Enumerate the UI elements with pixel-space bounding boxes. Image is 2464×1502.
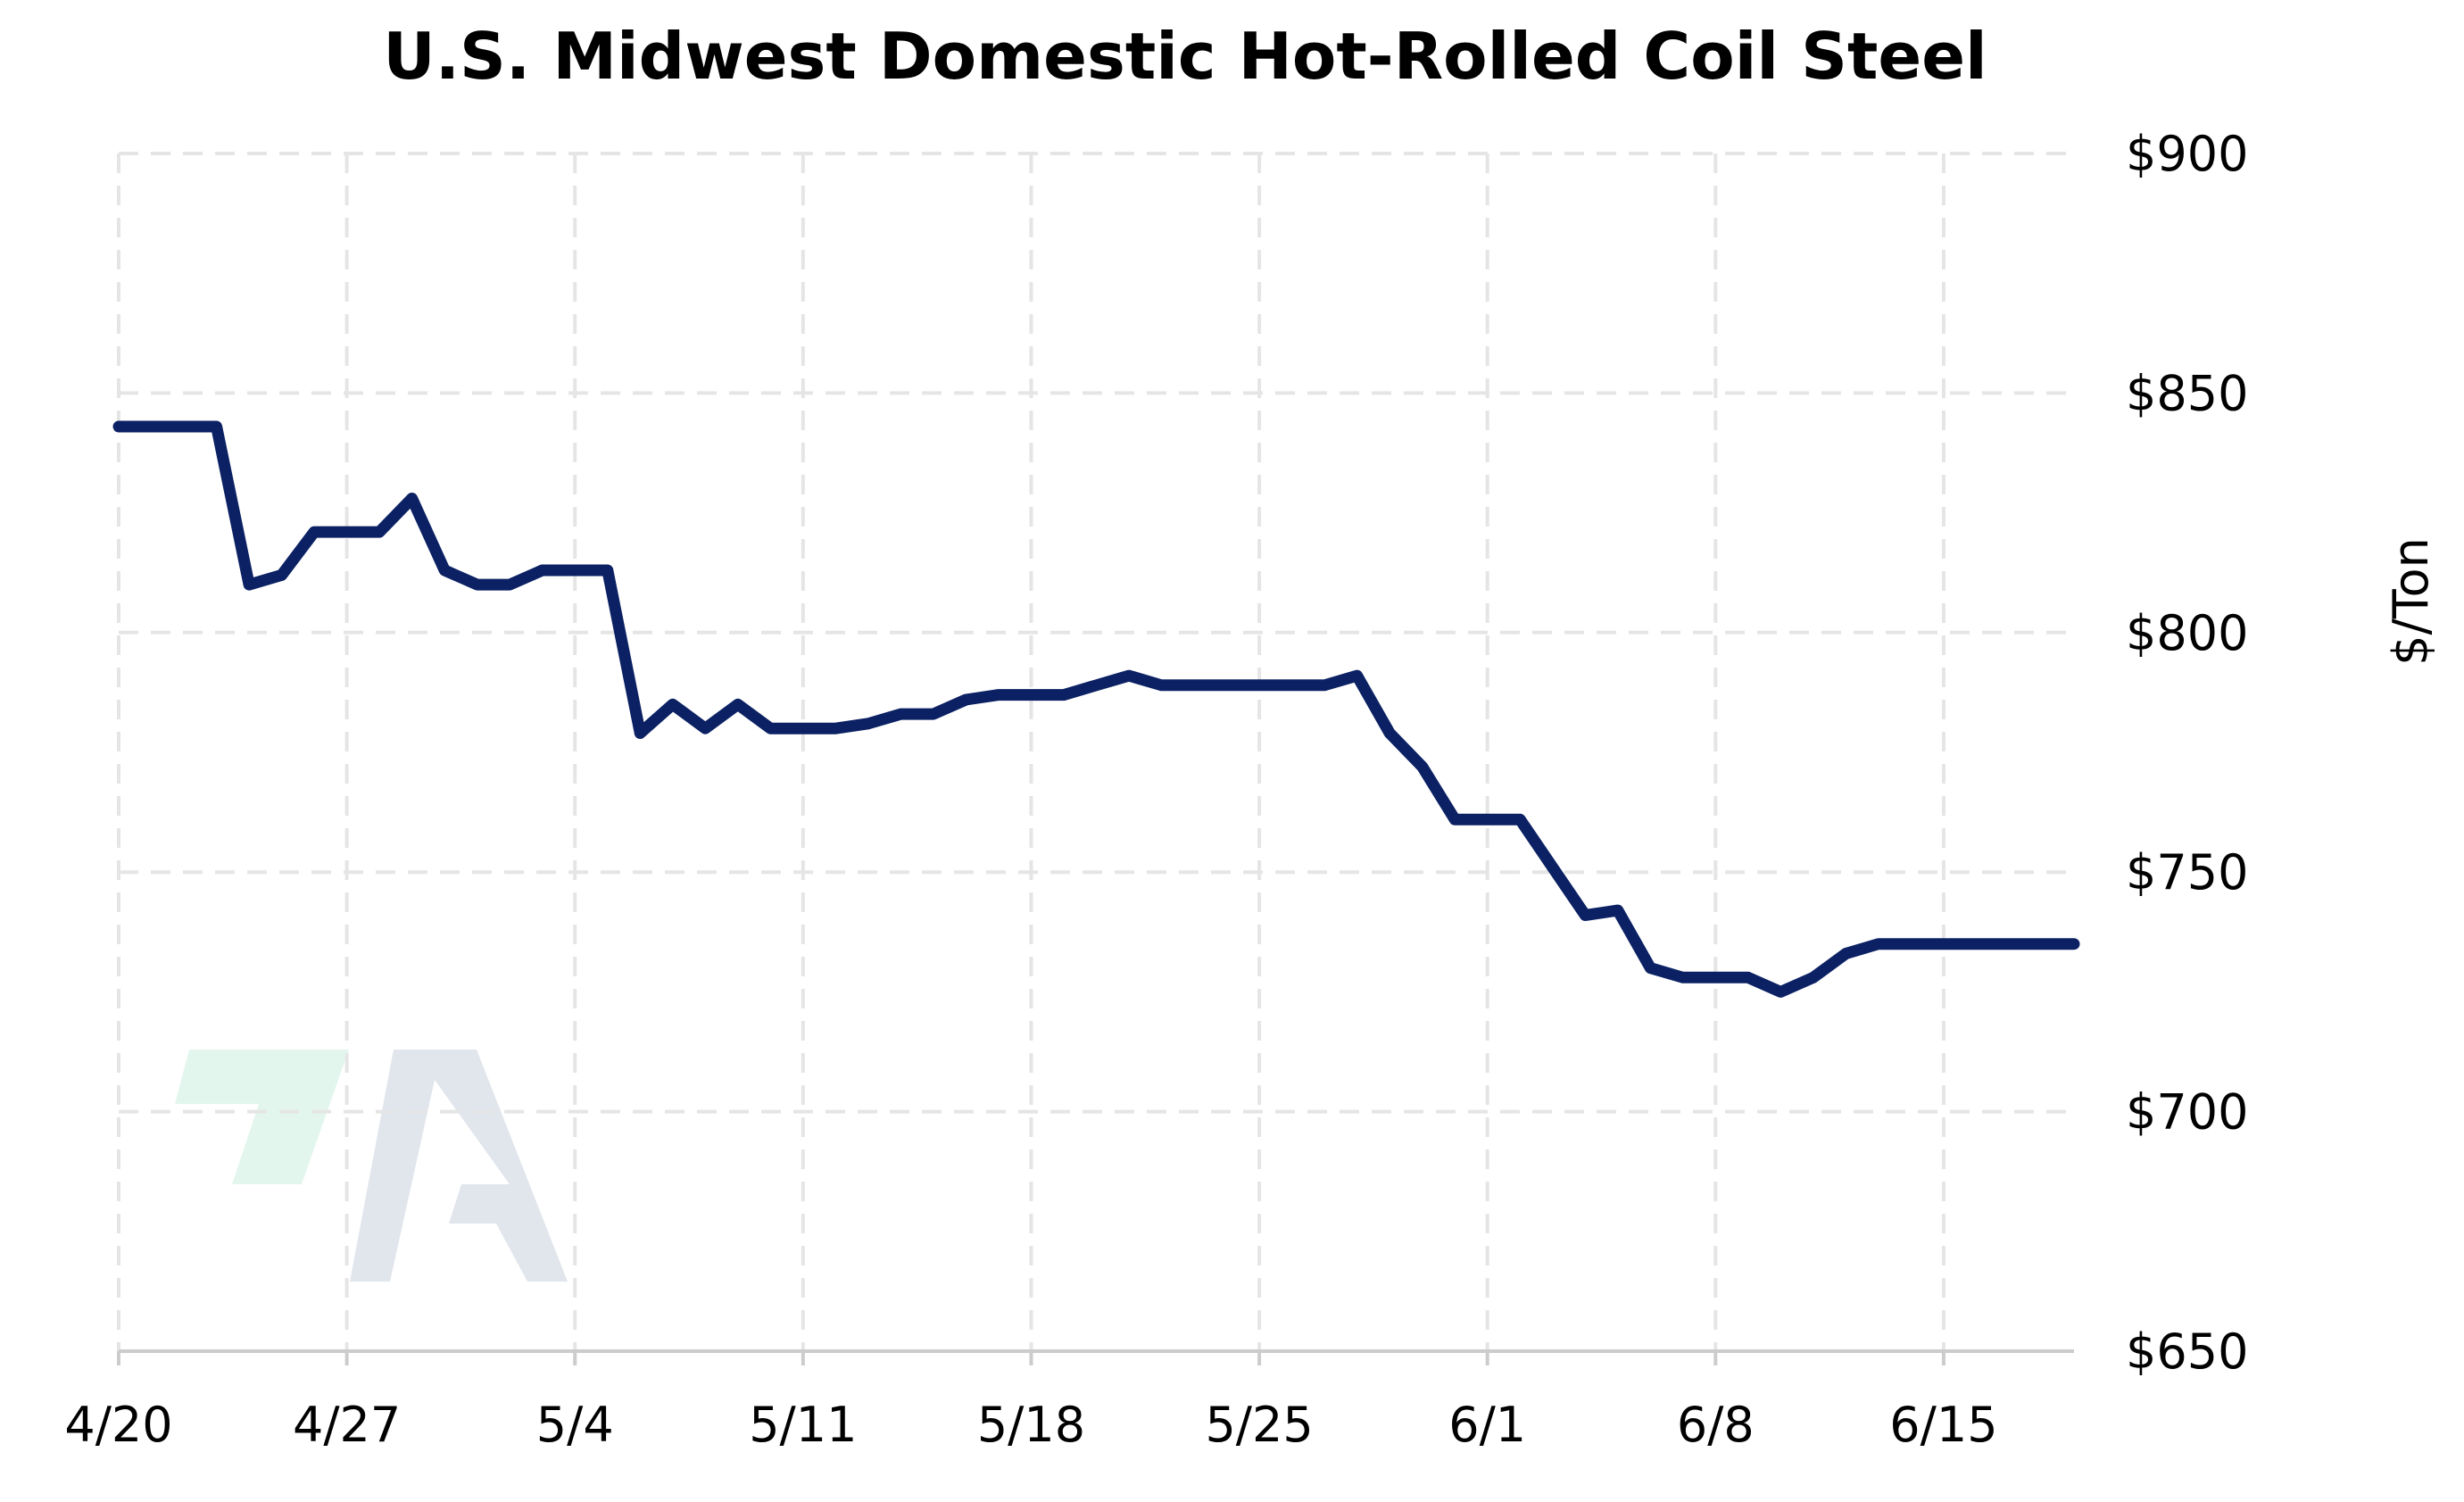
x-tick-label: 4/27 [293,1397,401,1453]
grid-lines [117,152,2074,1351]
x-tick-label: 6/1 [1448,1397,1526,1453]
y-tick-label: $650 [2126,1324,2248,1380]
x-axis [117,1349,2074,1365]
x-tick-label: 5/11 [749,1397,857,1453]
series-layer [112,420,2080,998]
logo-mark-accent [175,1050,349,1184]
y-tick-label: $900 [2126,126,2248,182]
x-tick-label: 6/8 [1677,1397,1755,1453]
logo-mark-letter [350,1050,568,1282]
y-tick-label: $850 [2126,365,2248,421]
x-tick-label: 5/18 [977,1397,1085,1453]
logo-watermark [175,1050,568,1282]
y-tick-label: $700 [2126,1084,2248,1141]
x-axis-tick-labels: 4/20 4/27 5/4 5/11 5/18 5/25 6/1 6/8 6/15 [64,1397,1997,1453]
y-tick-label: $800 [2126,605,2248,661]
y-tick-label: $750 [2126,844,2248,900]
chart-title: U.S. Midwest Domestic Hot-Rolled Coil St… [383,19,1987,94]
x-tick-label: 5/25 [1205,1397,1313,1453]
y-axis-label: $/Ton [2383,537,2439,666]
x-tick-label: 5/4 [536,1397,614,1453]
x-tick-label: 4/20 [64,1397,172,1453]
y-axis-tick-labels: $650 $700 $750 $800 $850 $900 [2126,126,2248,1380]
series-line [112,420,2080,998]
x-tick-label: 6/15 [1889,1397,1997,1453]
